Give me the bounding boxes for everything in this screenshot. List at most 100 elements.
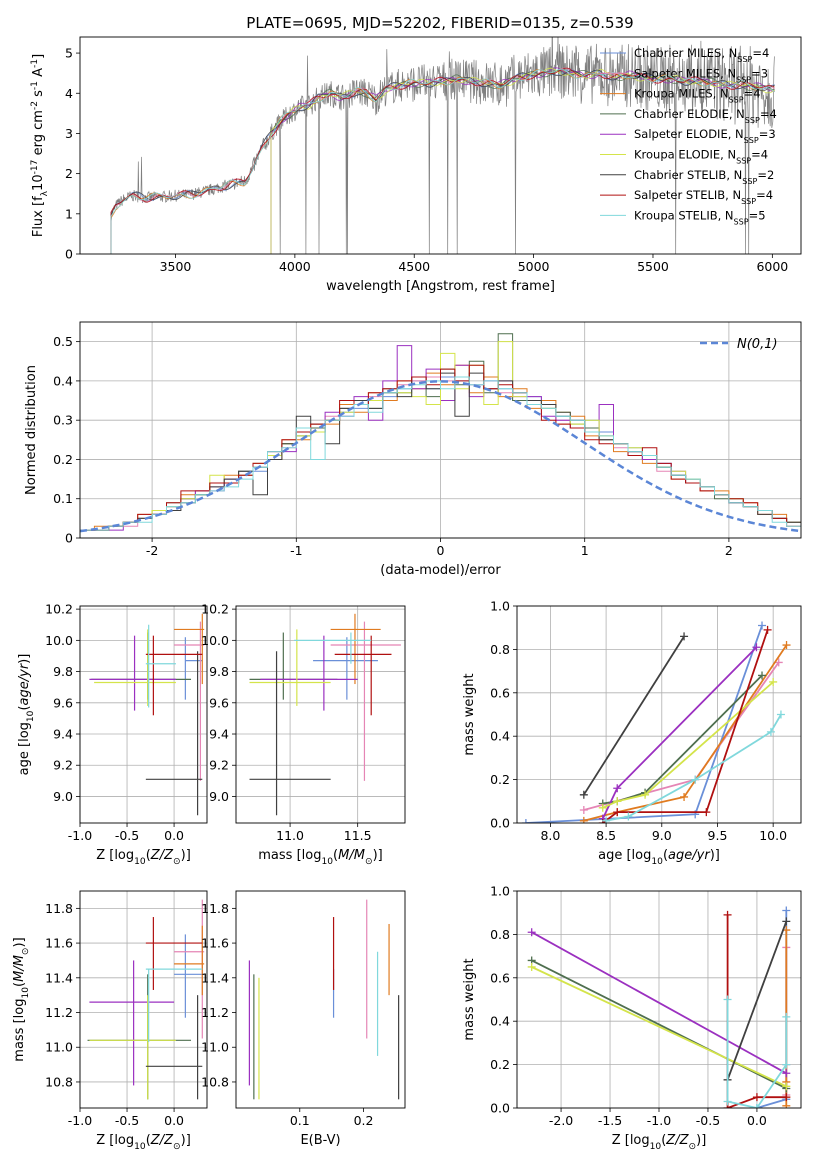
label-fragment: age/yr: [668, 848, 711, 863]
x-tick-label: 10.0: [759, 828, 787, 843]
label-fragment: λ: [40, 190, 50, 196]
weight-vs-age-panel: 8.0 8.5 9.0 9.5 10.0 0.0 0.2 0.4 0.6 0.8 1.0 age [l…: [462, 599, 802, 867]
label-fragment: SSP: [737, 55, 752, 64]
label-fragment: mass [log: [258, 848, 321, 863]
label-fragment: ⊙: [173, 857, 181, 867]
axes-frame: [235, 605, 406, 824]
legend-entry: Kroupa STELIB, NSSP=5: [634, 208, 766, 226]
label-fragment: )]: [17, 654, 32, 664]
x-tick-label: -1: [290, 543, 302, 558]
x-tick-label: 0: [437, 543, 445, 558]
label-fragment: -1: [30, 81, 40, 90]
y-tick-label: 0.4: [490, 1014, 510, 1029]
figure-title: PLATE=0695, MJD=52202, FIBERID=0135, z=0…: [246, 14, 633, 32]
legend-entry: Chabrier STELIB, NSSP=2: [634, 168, 774, 186]
weight-line: [531, 966, 787, 1088]
label-fragment: (: [146, 848, 151, 863]
x-axis-label: mass [log10(M/M⊙)]: [258, 848, 382, 867]
x-axis-label: age [log10(age/yr)]: [598, 848, 720, 867]
label-fragment: Z/Z: [665, 1133, 689, 1148]
grid: [517, 605, 801, 824]
y-tick-label: 0.0: [490, 1101, 510, 1116]
label-fragment: ⊙: [21, 947, 31, 955]
model-spectrum-line: [110, 67, 775, 254]
weight-point: [702, 808, 711, 817]
weight-line: [602, 629, 769, 823]
x-axis-label: Z [log10(Z/Z⊙)]: [612, 1133, 707, 1152]
x-tick-label: 4500: [398, 259, 430, 274]
x-axis-label: E(B-V): [300, 1133, 340, 1148]
label-fragment: =4: [744, 87, 761, 101]
y-tick-label: 9.2: [209, 758, 229, 773]
label-fragment: =3: [751, 66, 768, 80]
y-tick-label: 10.8: [45, 1074, 73, 1089]
y-tick-label: 4: [65, 86, 73, 101]
weight-point: [624, 812, 633, 821]
label-fragment: =5: [749, 208, 766, 222]
plot-area: [89, 613, 205, 816]
y-tick-label: 0.1: [53, 491, 73, 506]
weight-point: [613, 784, 622, 793]
label-fragment: (data-model)/error: [380, 563, 501, 578]
y-tick-label: 11.8: [45, 901, 73, 916]
weight-point: [723, 995, 732, 1004]
y-tick-label: 0.2: [490, 1057, 510, 1072]
weight-point: [782, 1069, 791, 1078]
label-fragment: Z [log: [96, 1133, 134, 1148]
label-fragment: M/M: [338, 848, 365, 863]
legend-entry: N(0,1): [737, 337, 778, 352]
x-tick-label: -0.5: [115, 828, 139, 843]
weight-line: [602, 681, 774, 809]
x-axis-label: wavelength [Angstrom, rest frame]: [326, 279, 555, 294]
label-fragment: mass weight: [462, 958, 477, 1040]
y-tick-label: 1: [65, 206, 73, 221]
x-tick-label: 8.0: [540, 828, 560, 843]
y-axis-label: mass [log10(M/M⊙)]: [12, 937, 31, 1061]
weight-point: [766, 727, 775, 736]
axes-frame: [79, 36, 802, 255]
age-vs-mass-panel: 11.0 11.5 9.0 9.2 9.4 9.6 9.8 10.0 10.2 mass [log…: [201, 602, 406, 867]
label-fragment: )]: [696, 1133, 706, 1148]
x-tick-label: 11.0: [276, 828, 304, 843]
y-tick-label: 3: [65, 126, 73, 141]
age-vs-metallicity-panel: -1.0 -0.5 0.0 9.0 9.2 9.4 9.6 9.8 10.0 10.2 Z [log…: [17, 602, 208, 867]
label-fragment: )]: [12, 937, 27, 947]
y-tick-label: 9.0: [209, 789, 229, 804]
y-tick-label: 0.8: [490, 927, 510, 942]
axes-frame: [235, 890, 406, 1109]
plot-area: [110, 37, 775, 254]
grid: [79, 891, 207, 1108]
weight-point: [579, 805, 588, 814]
label-fragment: )]: [373, 848, 383, 863]
plot-area: [521, 621, 791, 823]
y-tick-label: 0.4: [490, 729, 510, 744]
axes-frame: [79, 605, 208, 824]
label-fragment: =4: [760, 107, 777, 121]
y-tick-label: 0: [65, 531, 73, 546]
x-tick-label: -1.0: [68, 1113, 92, 1128]
y-tick-label: 1.0: [490, 884, 510, 899]
plot-area: [80, 333, 801, 538]
label-fragment: mass weight: [462, 673, 477, 755]
weight-point: [579, 790, 588, 799]
y-tick-label: 11.0: [201, 1040, 229, 1055]
label-fragment: SSP: [729, 95, 744, 104]
x-axis-label: Z [log10(Z/Z⊙)]: [96, 848, 191, 867]
label-fragment: SSP: [744, 136, 759, 145]
y-tick-label: 0.0: [490, 816, 510, 831]
y-axis-label: Flux [fλ10-17 erg cm-2 s-1 A-1]: [30, 54, 50, 237]
label-fragment: (: [146, 1133, 151, 1148]
x-tick-label: 9.0: [652, 828, 672, 843]
weight-point: [776, 710, 785, 719]
y-tick-label: 0.6: [490, 685, 510, 700]
weight-line: [726, 921, 788, 1081]
label-fragment: erg cm: [31, 110, 46, 159]
weight-point: [782, 1101, 791, 1108]
label-fragment: (: [12, 982, 27, 987]
label-fragment: Z/Z: [150, 1133, 174, 1148]
label-fragment: E(B-V): [300, 1133, 340, 1148]
y-tick-label: 11.2: [201, 1005, 229, 1020]
x-tick-label: 0.0: [164, 1113, 184, 1128]
x-tick-label: -0.5: [115, 1113, 139, 1128]
